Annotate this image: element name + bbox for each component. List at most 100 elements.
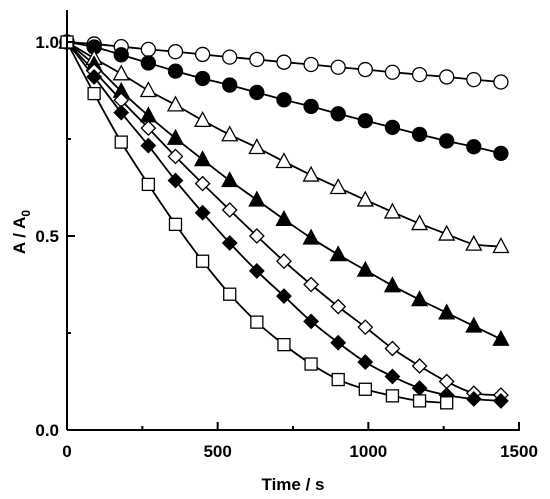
data-point-diamond-filled: [411, 380, 428, 397]
data-point-circle-open: [249, 51, 265, 68]
data-point-square-open: [250, 315, 264, 329]
data-point-triangle-open: [166, 95, 185, 112]
data-point-diamond-filled: [493, 392, 509, 409]
data-point-circle-open: [330, 59, 346, 75]
series-1-markers: [59, 34, 509, 90]
data-point-circle-filled: [303, 98, 319, 115]
data-point-triangle-filled: [302, 228, 320, 245]
data-point-triangle-filled: [166, 128, 185, 145]
data-point-triangle-filled: [248, 190, 266, 207]
y-axis-label: A / A0: [10, 210, 33, 254]
y-tick-label: 0.5: [35, 227, 59, 246]
data-point-circle-filled: [439, 133, 455, 149]
data-point-diamond-open: [221, 202, 238, 218]
data-point-triangle-open: [329, 178, 347, 195]
data-point-circle-open: [222, 49, 238, 65]
data-point-triangle-open: [139, 81, 157, 98]
data-point-triangle-open: [275, 152, 293, 169]
data-point-circle-filled: [384, 119, 401, 136]
x-tick-label: 1000: [349, 442, 387, 461]
data-point-square-open: [331, 372, 345, 387]
data-point-triangle-filled: [275, 209, 293, 226]
y-tick-label: 1.0: [35, 33, 59, 52]
y-tick-label: 0.0: [35, 421, 59, 440]
data-point-diamond-filled: [167, 172, 184, 189]
data-point-diamond-open: [384, 340, 401, 357]
data-markers: [58, 32, 510, 410]
data-point-triangle-open: [221, 125, 239, 142]
data-point-circle-open: [439, 69, 455, 85]
data-point-triangle-open: [438, 224, 456, 241]
data-point-triangle-open: [302, 165, 320, 182]
data-point-circle-filled: [113, 47, 129, 63]
data-point-circle-open: [167, 44, 184, 60]
data-point-diamond-open: [438, 373, 455, 390]
data-point-square-open: [223, 287, 237, 301]
series-6-markers: [59, 34, 509, 409]
data-point-diamond-filled: [465, 391, 482, 407]
data-point-square-open: [87, 86, 101, 101]
data-point-circle-open: [411, 66, 428, 83]
data-point-square-open: [141, 177, 156, 192]
data-point-square-open: [304, 357, 318, 371]
data-point-square-open: [195, 254, 210, 268]
data-point-diamond-filled: [303, 313, 319, 330]
data-point-diamond-open: [276, 253, 292, 270]
data-point-diamond-filled: [221, 235, 238, 251]
data-point-circle-filled: [249, 84, 265, 101]
data-point-diamond-filled: [330, 334, 347, 351]
data-point-circle-filled: [276, 92, 292, 108]
y-axis-label-subscript: 0: [19, 210, 33, 217]
data-point-diamond-filled: [357, 354, 374, 371]
data-point-circle-open: [384, 64, 401, 80]
data-point-square-open: [385, 389, 400, 403]
data-point-circle-filled: [167, 63, 184, 79]
data-point-diamond-filled: [86, 69, 103, 85]
data-point-circle-filled: [466, 139, 482, 155]
data-point-triangle-filled: [221, 171, 239, 188]
data-point-square-open: [440, 396, 454, 410]
data-point-triangle-open: [492, 237, 510, 254]
data-point-circle-open: [194, 46, 211, 63]
data-point-triangle-open: [383, 202, 402, 219]
data-point-triangle-filled: [438, 303, 456, 320]
data-point-diamond-open: [303, 276, 319, 293]
data-point-diamond-open: [140, 120, 157, 137]
data-point-diamond-filled: [248, 263, 265, 279]
data-point-triangle-filled: [194, 150, 212, 167]
data-point-triangle-open: [112, 64, 130, 81]
data-point-triangle-open: [410, 214, 429, 231]
data-point-diamond-filled: [276, 288, 292, 305]
data-point-circle-open: [140, 41, 157, 58]
ticks: 0 500 1000 1500 0.0 0.5 1.0: [35, 33, 538, 461]
data-point-diamond-open: [248, 228, 265, 244]
data-point-diamond-open: [167, 148, 184, 165]
data-point-triangle-filled: [410, 290, 429, 307]
data-point-square-open: [114, 135, 128, 149]
data-point-diamond-open: [411, 358, 428, 374]
data-point-diamond-open: [357, 319, 374, 336]
data-point-circle-filled: [140, 55, 157, 71]
data-point-square-open: [358, 382, 372, 396]
data-point-triangle-filled: [139, 106, 157, 123]
data-point-triangle-open: [194, 110, 212, 128]
data-point-circle-filled: [330, 106, 346, 122]
x-axis-label: Time / s: [262, 475, 325, 494]
data-point-triangle-filled: [329, 245, 347, 262]
series-3-markers: [58, 32, 510, 254]
data-point-circle-open: [466, 71, 482, 88]
data-point-circle-open: [276, 54, 292, 70]
data-point-triangle-open: [356, 190, 374, 207]
data-point-diamond-filled: [384, 368, 401, 385]
data-point-triangle-filled: [465, 316, 483, 333]
data-point-square-open: [277, 337, 291, 352]
data-point-circle-open: [357, 61, 373, 78]
x-tick-label: 1500: [500, 442, 538, 461]
data-point-diamond-open: [194, 175, 211, 192]
data-point-diamond-filled: [140, 137, 157, 154]
data-point-triangle-open: [248, 138, 266, 155]
data-point-square-open: [168, 217, 183, 232]
data-point-circle-filled: [493, 145, 509, 162]
data-point-circle-filled: [194, 70, 211, 87]
